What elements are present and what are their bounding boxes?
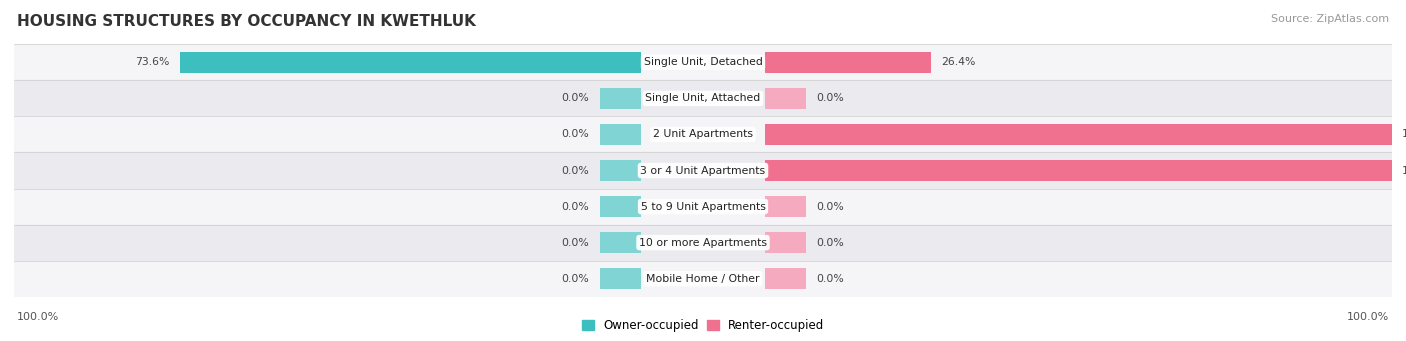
Text: 0.0%: 0.0% [561, 202, 589, 211]
Bar [599, 268, 641, 289]
Text: 0.0%: 0.0% [561, 273, 589, 284]
Bar [765, 196, 807, 217]
Text: Source: ZipAtlas.com: Source: ZipAtlas.com [1271, 14, 1389, 24]
Bar [14, 189, 1392, 225]
Bar [14, 225, 1392, 261]
Text: 100.0%: 100.0% [1402, 130, 1406, 139]
Bar [14, 44, 1392, 80]
Text: Mobile Home / Other: Mobile Home / Other [647, 273, 759, 284]
Bar [599, 124, 641, 145]
Bar [765, 268, 807, 289]
Bar [14, 116, 1392, 152]
Text: Single Unit, Detached: Single Unit, Detached [644, 57, 762, 68]
Text: HOUSING STRUCTURES BY OCCUPANCY IN KWETHLUK: HOUSING STRUCTURES BY OCCUPANCY IN KWETH… [17, 14, 475, 29]
Text: 100.0%: 100.0% [17, 312, 59, 322]
Text: 0.0%: 0.0% [817, 238, 845, 248]
Text: 0.0%: 0.0% [817, 273, 845, 284]
Legend: Owner-occupied, Renter-occupied: Owner-occupied, Renter-occupied [582, 319, 824, 332]
Bar [14, 261, 1392, 297]
Bar [14, 80, 1392, 116]
Text: 2 Unit Apartments: 2 Unit Apartments [652, 130, 754, 139]
Text: 0.0%: 0.0% [561, 93, 589, 103]
Text: 3 or 4 Unit Apartments: 3 or 4 Unit Apartments [641, 165, 765, 176]
Bar [765, 52, 931, 73]
Text: 73.6%: 73.6% [135, 57, 169, 68]
Text: 100.0%: 100.0% [1402, 165, 1406, 176]
Text: 10 or more Apartments: 10 or more Apartments [638, 238, 768, 248]
Text: Single Unit, Attached: Single Unit, Attached [645, 93, 761, 103]
Bar [599, 160, 641, 181]
Bar [765, 232, 807, 253]
Text: 0.0%: 0.0% [817, 202, 845, 211]
Text: 100.0%: 100.0% [1347, 312, 1389, 322]
Text: 0.0%: 0.0% [561, 165, 589, 176]
Text: 26.4%: 26.4% [941, 57, 976, 68]
Bar [599, 196, 641, 217]
Bar [14, 152, 1392, 189]
Text: 0.0%: 0.0% [561, 238, 589, 248]
Bar [765, 160, 1392, 181]
Bar [765, 124, 1392, 145]
Bar [180, 52, 641, 73]
Text: 0.0%: 0.0% [817, 93, 845, 103]
Bar [599, 232, 641, 253]
Text: 0.0%: 0.0% [561, 130, 589, 139]
Text: 5 to 9 Unit Apartments: 5 to 9 Unit Apartments [641, 202, 765, 211]
Bar [765, 88, 807, 109]
Bar [599, 88, 641, 109]
